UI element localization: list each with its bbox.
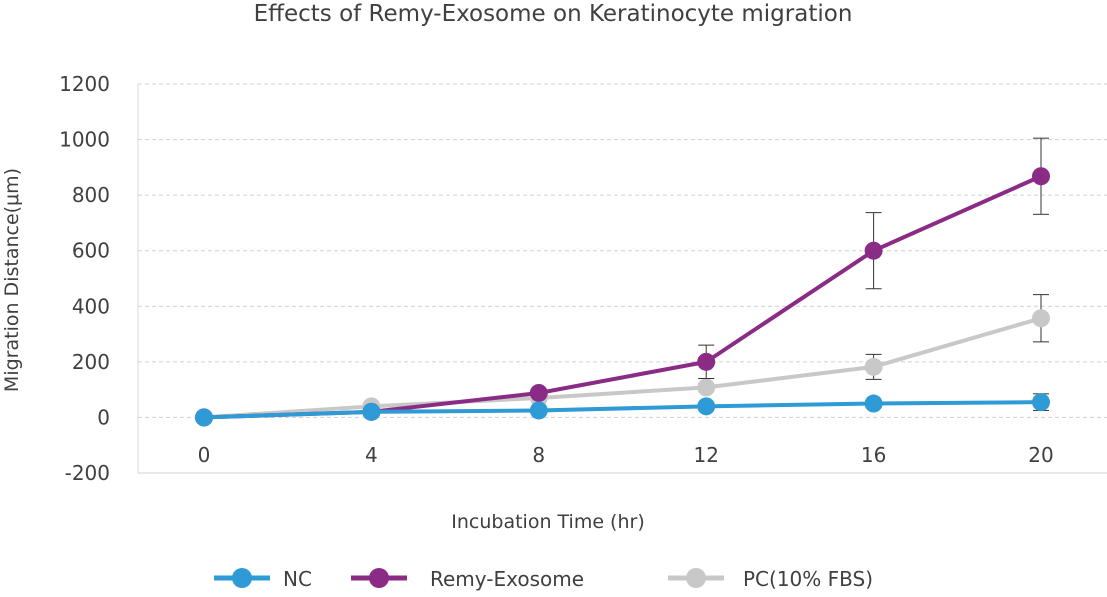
grid-lines (137, 83, 1107, 474)
series-remy-exosome (195, 137, 1050, 427)
y-tick-label: 1000 (59, 128, 110, 152)
x-tick-label: 12 (693, 443, 718, 467)
legend-label: Remy-Exosome (430, 567, 584, 591)
y-tick-label: -200 (65, 461, 110, 485)
x-axis-label: Incubation Time (hr) (451, 511, 645, 533)
y-axis-label: Migration Distance(μm) (1, 168, 23, 392)
data-point (697, 378, 716, 397)
legend-marker (369, 568, 389, 588)
y-tick-label: 800 (72, 183, 110, 207)
series-lines (195, 137, 1050, 427)
legend-item: NC (214, 567, 312, 591)
legend-marker (232, 568, 252, 588)
x-tick-label: 0 (198, 443, 211, 467)
chart-title: Effects of Remy-Exosome on Keratinocyte … (254, 1, 853, 27)
series-nc (195, 393, 1050, 427)
y-tick-label: 1200 (59, 72, 110, 96)
y-tick-label: 200 (72, 350, 110, 374)
data-point (697, 397, 716, 416)
series-line (203, 174, 1042, 420)
data-point (529, 401, 548, 420)
series-line (203, 400, 1042, 420)
data-point (1032, 309, 1050, 328)
x-tick-label: 20 (1028, 443, 1053, 467)
data-point (864, 357, 883, 376)
data-point (1032, 393, 1050, 412)
legend-marker (686, 568, 706, 588)
y-tick-label: 400 (72, 294, 110, 318)
data-point (529, 383, 548, 402)
x-tick-label: 4 (365, 443, 378, 467)
series-line (203, 316, 1042, 420)
legend: NC Remy-Exosome PC(10% FBS) (214, 567, 873, 591)
legend-item: Remy-Exosome (351, 567, 584, 591)
legend-label: PC(10% FBS) (743, 567, 873, 591)
y-tick-label: 0 (97, 405, 110, 429)
x-axis-ticks: 0 4 8 12 16 20 (198, 443, 1054, 467)
x-tick-label: 8 (532, 443, 545, 467)
x-tick-label: 16 (861, 443, 886, 467)
legend-item: PC(10% FBS) (668, 567, 873, 591)
data-point (864, 241, 883, 260)
data-point (864, 394, 883, 413)
legend-label: NC (283, 567, 312, 591)
data-point (697, 352, 716, 371)
data-point (362, 402, 381, 421)
y-tick-label: 600 (72, 239, 110, 263)
y-axis-ticks: -200 0 200 400 600 800 1000 1200 (59, 72, 110, 485)
data-point (195, 408, 213, 427)
data-point (1032, 167, 1050, 186)
